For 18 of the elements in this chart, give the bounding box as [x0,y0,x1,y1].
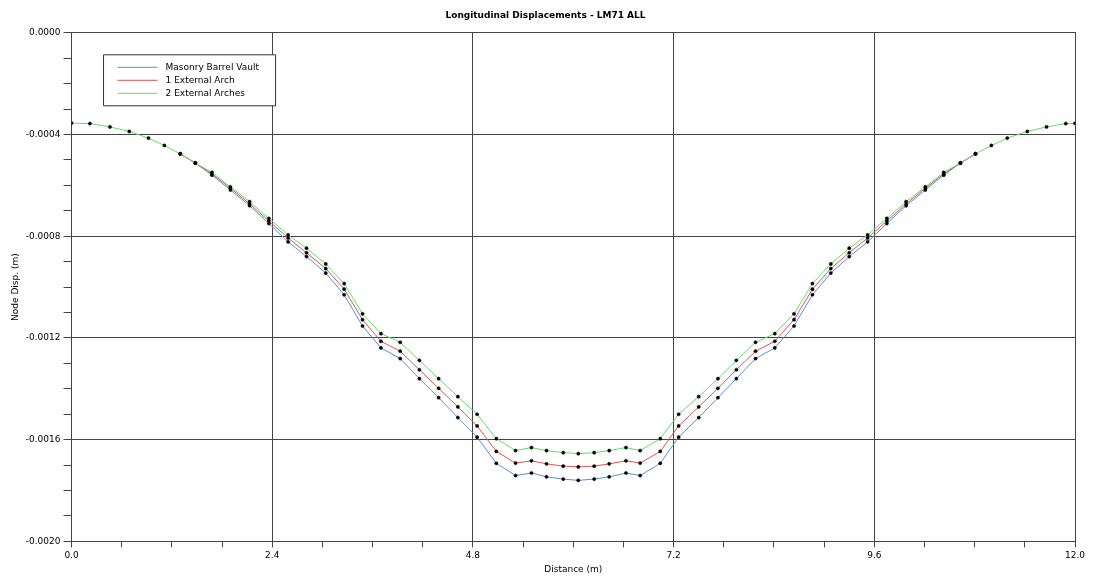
x-tick-label: 9.6 [867,550,882,561]
y-axis-title: Node Disp. (m) [9,253,20,321]
y-tick-label: -0.0016 [25,434,61,445]
chart-title: Longitudinal Displacements - LM71 ALL [445,9,646,20]
y-tick-label: 0.0000 [29,27,61,38]
legend-label: Masonry Barrel Vault [165,61,260,72]
x-tick-label: 4.8 [465,550,481,561]
legend-label: 2 External Arches [165,87,246,98]
y-tick-label: -0.0008 [25,230,61,241]
x-tick-label: 2.4 [265,550,280,561]
x-axis-title: Distance (m) [544,563,603,574]
legend-label: 1 External Arch [165,74,235,85]
y-tick-label: -0.0012 [25,332,61,343]
y-tick-label: -0.0020 [25,535,61,546]
x-tick-label: 7.2 [666,550,681,561]
x-tick-label: 12.0 [1064,550,1086,561]
x-tick-label: 0.0 [64,550,79,561]
y-tick-label: -0.0004 [25,128,61,139]
